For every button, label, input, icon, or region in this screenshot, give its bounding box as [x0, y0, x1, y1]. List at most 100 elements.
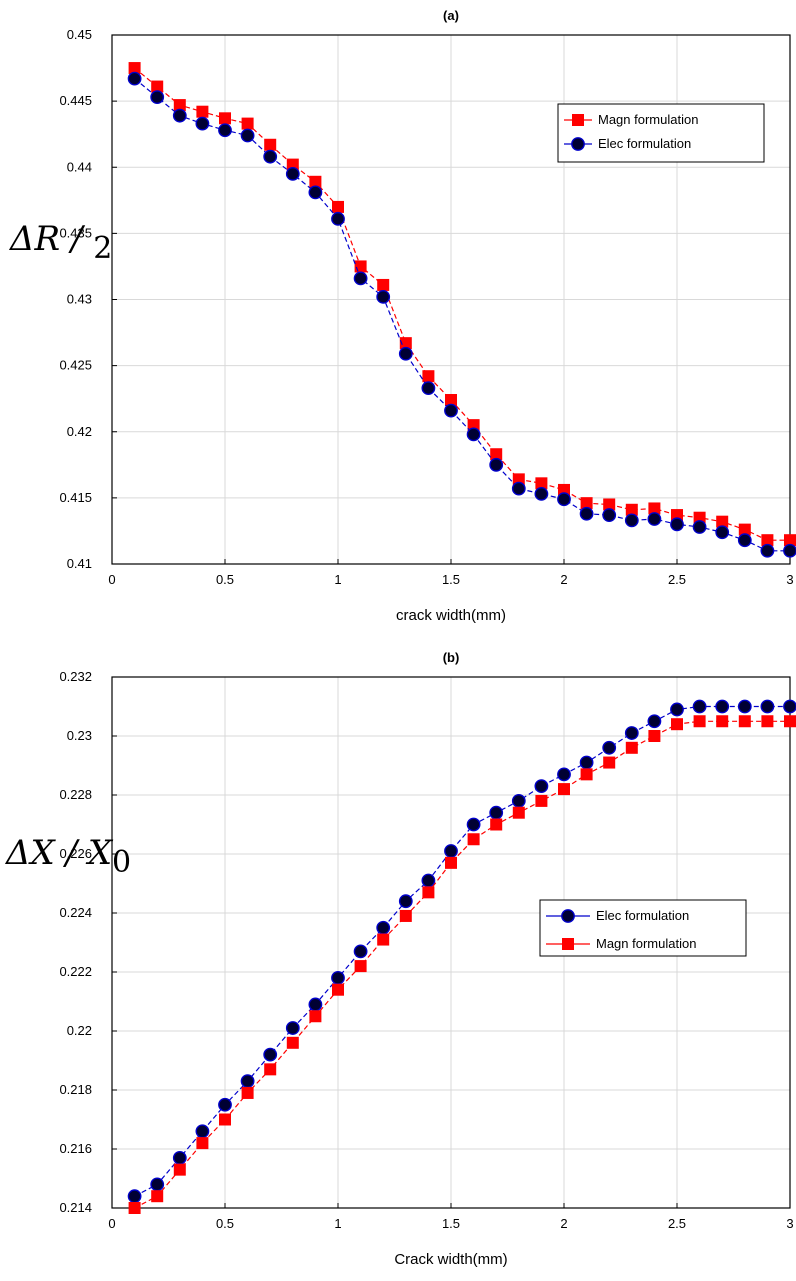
x-tick-label: 1: [334, 1216, 341, 1231]
legend-box: [557, 103, 765, 163]
data-point: [377, 933, 390, 946]
data-point: [150, 1177, 165, 1192]
data-point: [467, 833, 480, 846]
legend-label: Magn formulation: [596, 936, 696, 951]
x-tick-label: 2.5: [668, 1216, 686, 1231]
x-tick-label: 1.5: [442, 1216, 460, 1231]
chart-title: (a): [443, 8, 459, 23]
data-point: [716, 715, 729, 728]
y-tick-label: 0.218: [59, 1082, 92, 1097]
data-point: [670, 702, 684, 717]
data-point: [511, 794, 526, 808]
data-point: [602, 740, 617, 755]
data-point: [784, 715, 796, 728]
data-point: [737, 533, 752, 548]
data-point: [172, 1150, 187, 1165]
data-point: [353, 271, 368, 286]
legend: Elec formulation Magn formulation: [539, 899, 747, 957]
legend-label: Elec formulation: [598, 136, 691, 151]
data-point: [625, 741, 638, 754]
data-point: [421, 873, 436, 888]
data-point: [715, 525, 730, 540]
y-axis-label: ΔX / X0: [4, 833, 131, 880]
data-point: [422, 886, 435, 899]
data-point: [195, 1124, 210, 1139]
data-point: [240, 128, 255, 143]
data-point: [647, 512, 662, 526]
x-tick-label: 1.5: [442, 572, 460, 587]
data-point: [648, 730, 661, 742]
data-point: [737, 699, 752, 714]
y-tick-label: 0.232: [59, 669, 92, 684]
data-point: [376, 920, 391, 935]
data-point: [444, 403, 458, 418]
y-tick-label: 0.43: [67, 292, 92, 307]
data-point: [602, 508, 617, 522]
data-point: [196, 1137, 209, 1150]
data-point: [579, 755, 594, 770]
chart-title: (b): [443, 650, 460, 665]
x-tick-label: 0: [108, 1216, 115, 1231]
data-point: [286, 1036, 299, 1049]
data-point: [354, 260, 367, 273]
x-tick-label: 2: [560, 572, 567, 587]
x-axis-label: Crack width(mm): [394, 1251, 507, 1268]
chart-a: 0 0.5 1 1.5 2 2.5 3 0.41 0.415 0.42 0.425 0.43 0.435…: [8, 8, 796, 624]
y-tick-label: 0.22: [67, 1023, 92, 1038]
data-point: [692, 699, 707, 714]
data-point: [150, 90, 165, 105]
data-point: [579, 506, 594, 521]
y-tick-label: 0.222: [59, 964, 92, 979]
data-point: [263, 1047, 278, 1062]
data-point: [557, 492, 571, 507]
data-point: [195, 116, 210, 131]
data-point: [738, 715, 751, 728]
data-point: [376, 289, 391, 304]
data-point: [445, 856, 457, 869]
data-point: [172, 108, 187, 123]
y-axis-label-main: ΔX / X: [4, 833, 114, 873]
legend-marker: [571, 137, 585, 151]
data-point: [421, 381, 436, 396]
data-point: [263, 149, 278, 164]
data-point: [127, 71, 142, 86]
data-point: [332, 200, 344, 213]
data-point: [398, 346, 413, 361]
data-point: [377, 278, 390, 291]
data-point: [603, 756, 616, 769]
legend: Magn formulation Elec formulation: [557, 103, 765, 163]
data-point: [331, 971, 345, 985]
legend-box: [539, 899, 747, 957]
y-tick-label: 0.226: [59, 846, 92, 861]
data-point: [580, 768, 593, 781]
legend-label: Elec formulation: [596, 908, 689, 923]
data-point: [489, 457, 504, 472]
data-point: [760, 543, 775, 558]
data-point: [285, 166, 300, 181]
x-tick-label: 2: [560, 1216, 567, 1231]
y-tick-label: 0.415: [59, 490, 92, 505]
data-point: [331, 211, 345, 226]
data-point: [671, 718, 683, 731]
data-point: [264, 138, 277, 151]
x-axis-label: crack width(mm): [396, 607, 506, 624]
data-point: [241, 117, 254, 130]
data-point: [151, 1190, 164, 1203]
data-point: [760, 699, 775, 714]
data-point: [173, 1163, 186, 1176]
data-point: [219, 1113, 231, 1126]
y-tick-label: 0.425: [59, 358, 92, 373]
data-point: [512, 806, 525, 819]
data-point: [219, 112, 231, 125]
data-point: [422, 370, 435, 383]
data-point: [535, 794, 548, 807]
data-point: [557, 767, 571, 782]
legend-label: Magn formulation: [598, 112, 698, 127]
data-point: [489, 805, 504, 820]
data-point: [444, 844, 458, 858]
data-point: [309, 1010, 322, 1023]
data-point: [466, 427, 481, 442]
data-point: [670, 517, 684, 532]
